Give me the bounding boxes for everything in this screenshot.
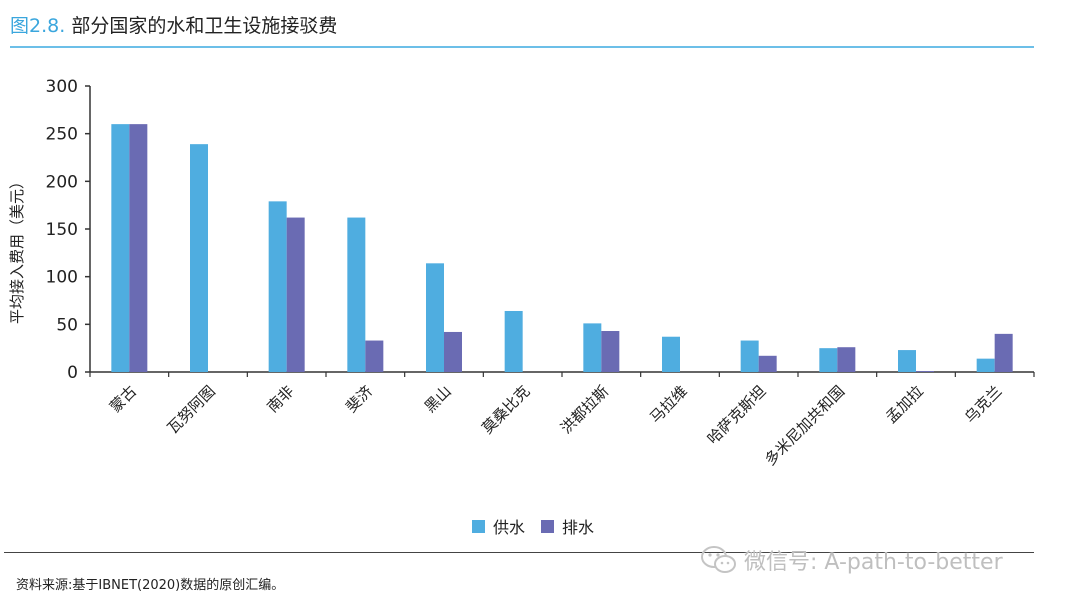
x-tick-label: 黑山 (421, 382, 455, 416)
title-divider (10, 46, 1034, 48)
bar-drainage (365, 340, 384, 372)
y-tick-label: 50 (56, 315, 78, 335)
bar-supply (583, 323, 602, 372)
legend-item-drainage: 排水 (541, 514, 594, 538)
bar-drainage (916, 371, 934, 372)
bar-supply (662, 336, 680, 372)
x-tick-label: 莫桑比克 (478, 382, 533, 437)
figure-title: 部分国家的水和卫生设施接驳费 (71, 15, 338, 37)
y-axis-title: 平均接入费用（美元） (8, 174, 26, 324)
bar-drainage (286, 217, 305, 372)
bar-supply (976, 358, 995, 372)
y-tick-label: 300 (46, 77, 78, 97)
x-tick-label: 南非 (264, 382, 298, 416)
x-tick-label: 瓦努阿图 (164, 382, 219, 437)
x-tick-label: 洪都拉斯 (557, 382, 612, 437)
bar-supply (819, 348, 838, 372)
y-tick-label: 250 (46, 125, 78, 145)
y-tick-label: 100 (46, 268, 78, 288)
legend-swatch-supply (472, 519, 485, 533)
bar-drainage (837, 347, 856, 372)
x-tick-label: 斐济 (342, 382, 376, 416)
bar-drainage (601, 331, 620, 372)
bar-supply (268, 201, 287, 372)
x-tick-label: 多米尼加共和国 (761, 382, 848, 469)
source-note: 资料来源:基于IBNET(2020)数据的原创汇编。 (16, 578, 285, 593)
legend-label-drainage: 排水 (562, 518, 595, 537)
x-tick-label: 蒙古 (106, 382, 140, 416)
legend: 供水 排水 (472, 514, 594, 538)
watermark-text: 微信号: A-path-to-better (744, 550, 1003, 575)
footer-divider (4, 552, 1034, 553)
x-tick-label: 乌克兰 (961, 382, 1006, 427)
legend-item-supply: 供水 (472, 514, 525, 538)
figure-label: 图2.8. (10, 15, 66, 37)
bar-drainage (994, 333, 1013, 372)
legend-swatch-drainage (541, 519, 555, 533)
y-tick-label: 150 (46, 220, 78, 240)
chart-title: 图2.8. 部分国家的水和卫生设施接驳费 (10, 11, 337, 38)
wechat-icon (701, 546, 736, 573)
y-tick-label: 0 (67, 363, 78, 383)
bar-drainage (444, 331, 462, 372)
bar-chart: 0 50 100 150 200 250 300 平均接入费用（美元） 蒙古 瓦努阿图 南非 斐济 黑山… (8, 77, 1035, 469)
bar-supply (190, 144, 208, 372)
bar-supply (426, 263, 444, 372)
bar-supply (504, 310, 523, 372)
bar-supply (898, 350, 916, 372)
y-tick-label: 200 (46, 172, 78, 192)
watermark: 微信号: A-path-to-better (700, 544, 1003, 576)
bar-supply (111, 124, 130, 372)
bar-drainage (758, 355, 777, 372)
x-tick-label: 哈萨克斯坦 (704, 382, 770, 448)
bar-supply (740, 340, 759, 372)
legend-label-supply: 供水 (493, 518, 526, 537)
bar-supply (347, 217, 366, 372)
bar-drainage (129, 124, 148, 372)
x-tick-label: 孟加拉 (882, 382, 927, 427)
x-tick-label: 马拉维 (646, 382, 691, 427)
